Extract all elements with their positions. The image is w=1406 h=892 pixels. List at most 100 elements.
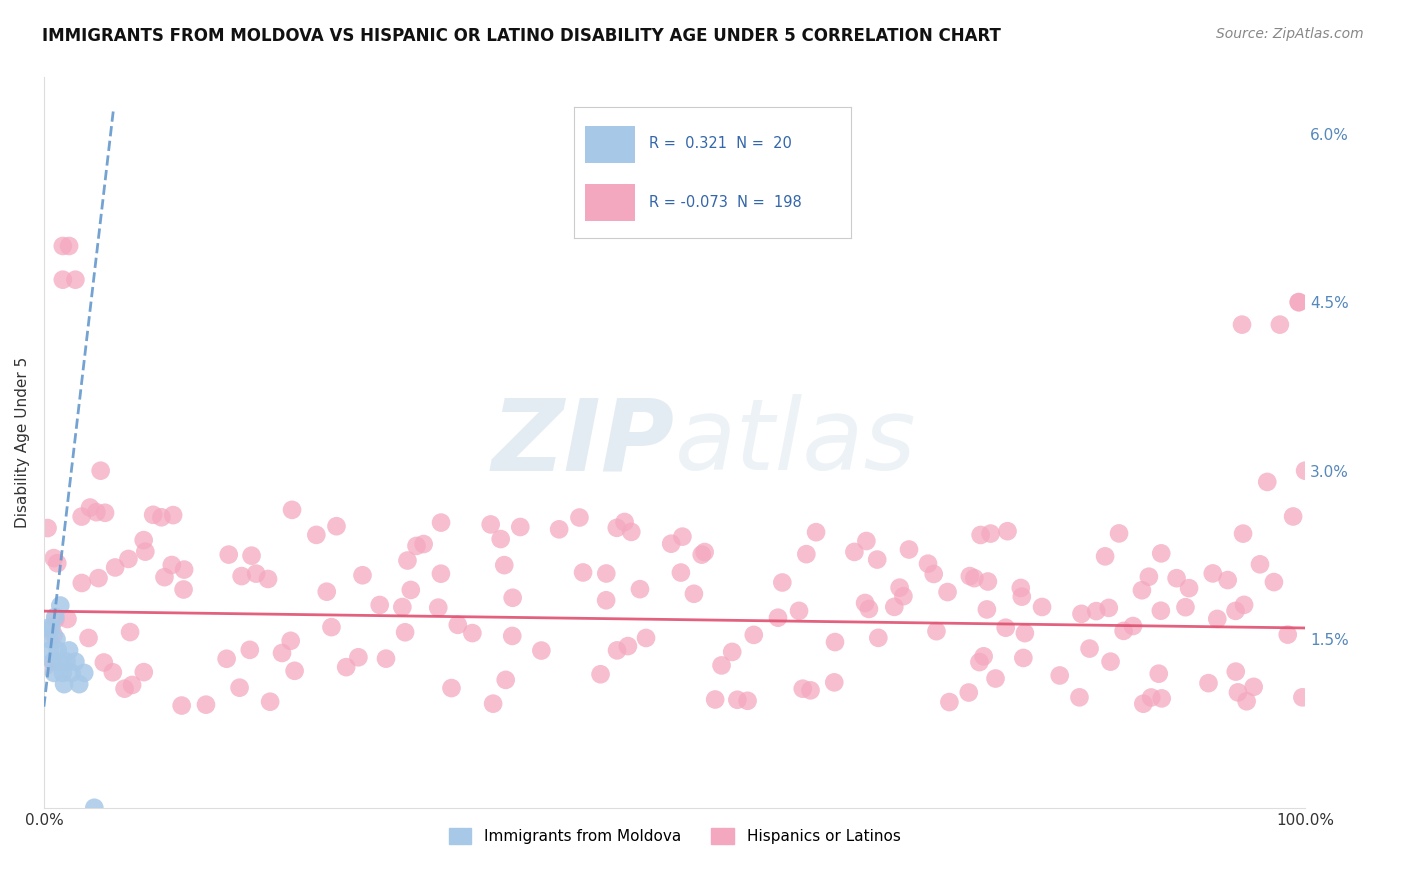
Point — [37, 521, 59, 535]
Point — [787, 604, 810, 618]
Point — [259, 695, 281, 709]
Point — [321, 620, 343, 634]
Point — [1094, 549, 1116, 564]
Point — [502, 591, 524, 605]
Point — [606, 643, 628, 657]
Point — [58, 239, 80, 253]
Point — [980, 526, 1002, 541]
Point — [866, 552, 889, 566]
Point — [725, 692, 748, 706]
Point — [60, 665, 83, 680]
Point — [868, 631, 890, 645]
Point — [855, 534, 877, 549]
Point — [922, 566, 945, 581]
Point — [994, 621, 1017, 635]
Point — [792, 681, 814, 696]
Point — [325, 519, 347, 533]
Point — [683, 587, 706, 601]
Point — [271, 646, 294, 660]
Point — [1277, 627, 1299, 641]
Point — [315, 584, 337, 599]
Point — [73, 665, 96, 680]
Point — [742, 628, 765, 642]
Legend: Immigrants from Moldova, Hispanics or Latinos: Immigrants from Moldova, Hispanics or La… — [449, 828, 900, 844]
Point — [969, 528, 991, 542]
Point — [1069, 690, 1091, 705]
Point — [1236, 694, 1258, 708]
Point — [1150, 546, 1173, 560]
Point — [132, 665, 155, 680]
Point — [1112, 624, 1135, 638]
Point — [335, 660, 357, 674]
Point — [257, 572, 280, 586]
Point — [1249, 558, 1271, 572]
Point — [973, 649, 995, 664]
Point — [969, 655, 991, 669]
Point — [976, 602, 998, 616]
Point — [37, 621, 59, 635]
Point — [589, 667, 612, 681]
Point — [42, 665, 65, 680]
Point — [938, 695, 960, 709]
Point — [46, 556, 69, 570]
Point — [412, 537, 434, 551]
Point — [121, 678, 143, 692]
Point — [1150, 691, 1173, 706]
Point — [120, 625, 142, 640]
Point — [489, 532, 512, 546]
Point — [844, 545, 866, 559]
Point — [132, 533, 155, 548]
Point — [101, 665, 124, 680]
Point — [1166, 571, 1188, 585]
Point — [479, 517, 502, 532]
Point — [1243, 680, 1265, 694]
Point — [595, 593, 617, 607]
Point — [1108, 526, 1130, 541]
Point — [281, 503, 304, 517]
Point — [823, 675, 845, 690]
Point — [1225, 604, 1247, 618]
Point — [1226, 685, 1249, 699]
Point — [79, 500, 101, 515]
Point — [70, 509, 93, 524]
Point — [427, 600, 450, 615]
Point — [1268, 318, 1291, 332]
Point — [42, 551, 65, 566]
Point — [984, 672, 1007, 686]
Point — [1099, 655, 1122, 669]
Point — [963, 571, 986, 585]
Point — [893, 589, 915, 603]
Point — [45, 632, 67, 647]
Point — [34, 659, 56, 673]
Point — [898, 542, 921, 557]
Point — [824, 635, 846, 649]
Point — [194, 698, 217, 712]
Point — [173, 582, 195, 597]
Point — [41, 655, 63, 669]
Point — [42, 628, 65, 642]
Point — [509, 520, 531, 534]
Point — [375, 651, 398, 665]
Point — [394, 625, 416, 640]
Point — [1147, 666, 1170, 681]
Point — [494, 558, 516, 573]
Point — [49, 599, 72, 613]
Point — [70, 576, 93, 591]
Point — [1132, 697, 1154, 711]
Point — [770, 575, 793, 590]
Point — [368, 598, 391, 612]
Point — [917, 557, 939, 571]
Point — [240, 549, 263, 563]
Point — [1010, 581, 1032, 595]
Point — [606, 521, 628, 535]
Point — [228, 681, 250, 695]
Text: IMMIGRANTS FROM MOLDOVA VS HISPANIC OR LATINO DISABILITY AGE UNDER 5 CORRELATION: IMMIGRANTS FROM MOLDOVA VS HISPANIC OR L… — [42, 27, 1001, 45]
Text: ZIP: ZIP — [492, 394, 675, 491]
Point — [1049, 668, 1071, 682]
Text: Source: ZipAtlas.com: Source: ZipAtlas.com — [1216, 27, 1364, 41]
Point — [1288, 295, 1310, 310]
Point — [572, 566, 595, 580]
Point — [1202, 566, 1225, 581]
Point — [1291, 690, 1313, 705]
Text: atlas: atlas — [675, 394, 917, 491]
